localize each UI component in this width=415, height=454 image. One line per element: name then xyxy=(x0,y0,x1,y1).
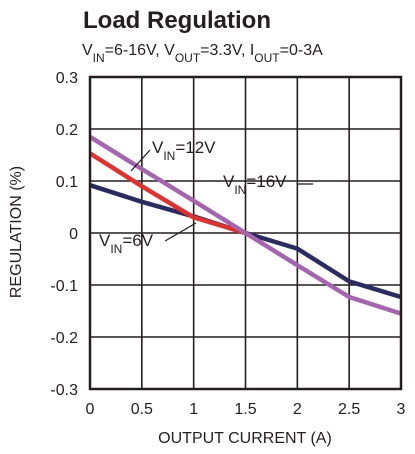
plot-frame xyxy=(88,75,403,391)
x-tick-label: 0 xyxy=(86,401,95,418)
chart-subtitle: VIN=6-16V, VOUT=3.3V, IOUT=0-3A xyxy=(82,42,323,65)
y-tick-label: -0.1 xyxy=(50,278,78,295)
x-axis-label: OUTPUT CURRENT (A) xyxy=(158,430,332,447)
series-label-2: VIN=16V xyxy=(223,172,287,197)
series-layer xyxy=(88,134,402,316)
y-tick-label: -0.3 xyxy=(50,382,78,399)
x-tick-label: 1.5 xyxy=(234,401,256,418)
y-axis-label: REGULATION (%) xyxy=(8,166,25,298)
series-label-0: VIN=6V xyxy=(99,231,154,256)
series-line-1 xyxy=(88,151,247,236)
chart-title: Load Regulation xyxy=(83,7,271,34)
y-tick-label: 0.3 xyxy=(56,70,78,87)
x-tick-label: 2 xyxy=(293,401,302,418)
series-line-2 xyxy=(88,134,402,316)
x-tick-label: 1 xyxy=(189,401,198,418)
x-tick-label: 3 xyxy=(397,401,406,418)
y-tick-label: 0.1 xyxy=(56,174,78,191)
series-labels: VIN=6V VIN=12V VIN=16V xyxy=(99,138,313,256)
y-tick-label: 0 xyxy=(69,226,78,243)
series-label-leader xyxy=(130,149,151,172)
x-tick-label: 2.5 xyxy=(338,401,360,418)
y-tick-labels: 0.3 0.2 0.1 0 -0.1 -0.2 -0.3 xyxy=(50,70,78,399)
y-tick-label: -0.2 xyxy=(50,330,78,347)
x-tick-label: 0.5 xyxy=(131,401,153,418)
series-label-1: VIN=12V xyxy=(152,138,216,163)
series-label-leader xyxy=(164,222,197,242)
x-tick-labels: 0 0.5 1 1.5 2 2.5 3 xyxy=(86,401,406,418)
y-tick-label: 0.2 xyxy=(56,122,78,139)
